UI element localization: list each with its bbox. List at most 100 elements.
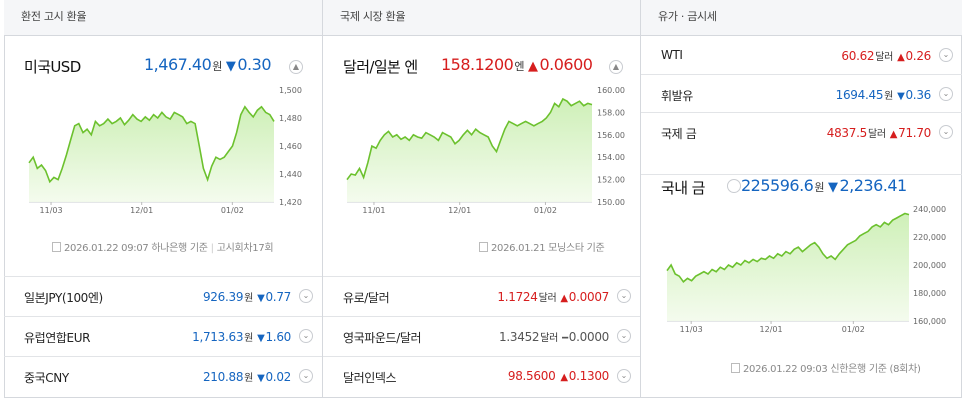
down-arrow-icon: ▼ <box>225 59 236 74</box>
y-tick-label: 180,000 <box>913 289 946 298</box>
chevron-down-icon[interactable]: ⌄ <box>299 289 313 303</box>
item-value: 210.88 <box>202 370 244 384</box>
source-line: 2026.01.22 09:07 하나은행 기준 | 고시회차17회 <box>52 239 274 254</box>
list-item[interactable]: 유럽연합EUR 1,713.63원 ▼1.60 ⌄ <box>4 316 322 356</box>
down-arrow-icon: ▼ <box>827 180 838 195</box>
column-header: 환전 고시 환율 <box>4 0 322 36</box>
list-item[interactable]: WTI 60.62달러 ▲0.26 ⌄ <box>641 36 962 74</box>
item-unit: 달러 <box>538 293 557 304</box>
chevron-down-icon[interactable]: ⌄ <box>939 87 953 101</box>
chevron-down-icon[interactable]: ⌄ <box>617 289 631 303</box>
y-tick-label: 200,000 <box>913 261 946 270</box>
list-item[interactable]: 일본JPY(100엔) 926.39원 ▼0.77 ⌄ <box>4 276 322 316</box>
item-value: 4837.5 <box>826 126 868 140</box>
x-tick-label: 01/02 <box>842 325 865 334</box>
chevron-down-icon[interactable]: ⌄ <box>939 125 953 139</box>
x-tick-label: 01/02 <box>534 206 557 215</box>
chevron-down-icon[interactable]: ⌄ <box>617 369 631 383</box>
y-tick-label: 158.00 <box>597 108 625 117</box>
source-bank: 신한은행 기준 <box>830 364 887 375</box>
y-tick-label: 1,500 <box>279 86 302 95</box>
item-unit: 원 <box>244 293 254 304</box>
item-change: 71.70 <box>898 126 931 140</box>
item-name: 영국파운드/달러 <box>343 331 422 345</box>
item-name: 일본JPY(100엔) <box>24 291 103 305</box>
main-rate-domestic-gold[interactable]: 국내 금 225596.6원 ▼ 2,236.41 <box>641 174 962 197</box>
column-international-market: 국제 시장 환율 달러/일본 엔 158.1200엔 ▲ 0.0600 ▲ 160.… <box>323 0 641 398</box>
up-arrow-icon: ▲ <box>889 129 898 140</box>
down-arrow-icon: ▼ <box>257 373 265 384</box>
y-tick-label: 240,000 <box>913 205 946 214</box>
column-oil-gold: 유가 · 금시세 WTI 60.62 달러 ▲ 0.26 ⌄ 휘발유 1694.45 원 ▼ 0.3… <box>641 0 962 398</box>
up-arrow-icon: ▲ <box>527 59 538 74</box>
y-tick-label: 1,440 <box>279 170 302 179</box>
item-value-group: 1.1724달러 ▲0.0007 <box>497 289 609 304</box>
chevron-up-icon[interactable]: ▲ <box>289 60 303 74</box>
x-tick-label: 11/01 <box>362 206 385 215</box>
item-name: 유럽연합EUR <box>24 331 91 345</box>
chart-line <box>666 212 910 283</box>
main-rate-usdjpy[interactable]: 달러/일본 엔 158.1200엔 ▲ 0.0600 ▲ <box>323 55 640 78</box>
chevron-down-icon[interactable]: ⌄ <box>939 48 953 62</box>
chevron-down-icon[interactable]: ⌄ <box>617 329 631 343</box>
item-unit: 원 <box>244 333 254 344</box>
item-name: 중국CNY <box>24 371 69 385</box>
list-item[interactable]: 달러인덱스 98.5600 ▲0.1300 ⌄ <box>323 356 640 396</box>
chart-area <box>29 106 274 202</box>
x-tick-label: 12/01 <box>130 206 153 215</box>
source-bank: 하나은행 기준 <box>151 243 208 254</box>
list-item[interactable]: 휘발유 1694.45원 ▼0.36 ⌄ <box>641 74 962 112</box>
main-rate-change: 0.30 <box>237 55 271 74</box>
y-tick-label: 150.00 <box>597 198 625 207</box>
source-bank: 모닝스타 기준 <box>548 243 605 254</box>
item-value: 60.62 <box>841 49 875 63</box>
list-item[interactable]: 유로/달러 1.1724달러 ▲0.0007 ⌄ <box>323 276 640 316</box>
down-arrow-icon: ▼ <box>257 293 265 304</box>
main-rate-value-group: 1,467.40원 ▼ 0.30 <box>144 55 271 74</box>
y-tick-label: 154.00 <box>597 153 625 162</box>
document-icon <box>731 363 740 373</box>
source-line: 2026.01.21 모닝스타 기준 <box>479 239 605 254</box>
flat-icon: ━ <box>562 333 568 344</box>
main-rate-value-group: 225596.6원 ▼ 2,236.41 <box>741 176 907 195</box>
item-name: 휘발유 <box>661 89 693 103</box>
x-tick-label: 11/03 <box>40 206 63 215</box>
item-name: 유로/달러 <box>343 291 390 305</box>
document-icon <box>479 242 488 252</box>
item-change: 0.0007 <box>568 290 610 304</box>
item-change: 0.36 <box>905 88 931 102</box>
list-item[interactable]: 영국파운드/달러 1.3452달러 ━0.0000 ⌄ <box>323 316 640 356</box>
list-item[interactable]: 중국CNY 210.88원 ▼0.02 ⌄ <box>4 356 322 396</box>
chevron-up-icon[interactable] <box>727 179 741 193</box>
rate-list: 일본JPY(100엔) 926.39원 ▼0.77 ⌄ 유럽연합EUR 1,713.63원… <box>4 276 322 396</box>
item-unit: 원 <box>244 373 254 384</box>
y-tick-label: 160,000 <box>913 317 946 326</box>
y-tick-label: 160.00 <box>597 86 625 95</box>
y-tick-label: 1,460 <box>279 142 302 151</box>
item-value: 1694.45 <box>835 88 884 102</box>
item-change: 0.02 <box>265 370 291 384</box>
main-rate-unit: 원 <box>212 60 222 73</box>
x-tick-label: 12/01 <box>448 206 471 215</box>
source-round: 고시회차17회 <box>216 243 274 254</box>
main-rate-name: 달러/일본 엔 <box>343 58 418 76</box>
main-rate-usd[interactable]: 미국USD 1,467.40원 ▼ 0.30 ▲ <box>4 55 322 78</box>
chevron-down-icon[interactable]: ⌄ <box>299 329 313 343</box>
item-unit: 달러 <box>867 129 886 140</box>
main-rate-unit: 원 <box>814 181 824 194</box>
source-date: 2026.01.21 <box>491 243 546 254</box>
item-name: WTI <box>661 48 683 62</box>
column-header: 유가 · 금시세 <box>641 0 962 36</box>
item-change: 0.26 <box>905 49 931 63</box>
list-item[interactable]: 국제 금 4837.5달러 ▲71.70 ⌄ <box>641 112 962 150</box>
chevron-up-icon[interactable]: ▲ <box>609 60 623 74</box>
item-value-group: 98.5600 ▲0.1300 <box>508 369 609 383</box>
item-value-group: 210.88원 ▼0.02 <box>203 369 291 384</box>
chevron-down-icon[interactable]: ⌄ <box>299 369 313 383</box>
item-value: 1,713.63 <box>192 330 244 344</box>
x-tick-label: 12/01 <box>760 325 783 334</box>
item-name: 국제 금 <box>661 127 697 141</box>
y-tick-label: 220,000 <box>913 233 946 242</box>
item-change: 0.0000 <box>568 330 610 344</box>
main-rate-unit: 엔 <box>514 60 524 73</box>
